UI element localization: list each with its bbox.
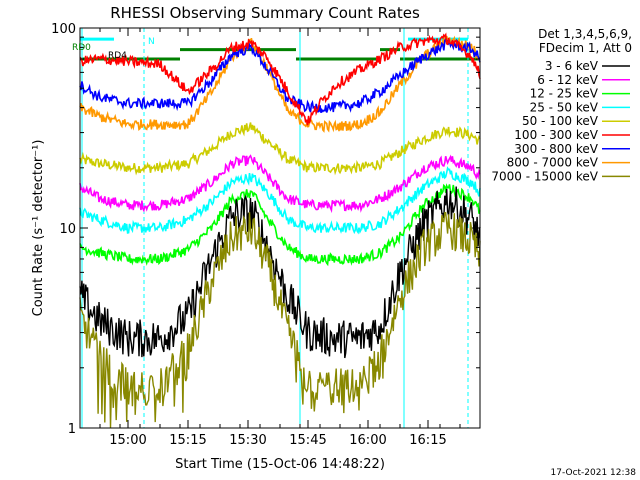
x-tick-label: 15:30 bbox=[229, 433, 266, 448]
legend-label: 100 - 300 keV bbox=[514, 128, 598, 142]
legend-label: 12 - 25 keV bbox=[530, 87, 599, 101]
series-line-100-300-kev bbox=[79, 32, 481, 126]
legend-label: 800 - 7000 keV bbox=[507, 156, 599, 170]
series-line-3-6-kev bbox=[79, 186, 481, 359]
x-axis-ticks: 15:00 15:15 15:30 15:45 16:00 16:15 bbox=[79, 28, 481, 448]
series-line-300-800-kev bbox=[79, 37, 481, 114]
annotation-n: N bbox=[148, 37, 155, 47]
legend-header-line-1: Det 1,3,4,5,6,9, bbox=[538, 27, 632, 41]
legend-label: 50 - 100 keV bbox=[522, 114, 599, 128]
x-axis-label: Start Time (15-Oct-06 14:48:22) bbox=[175, 457, 385, 472]
x-tick-label: 15:45 bbox=[289, 433, 326, 448]
plot-layer bbox=[79, 28, 481, 428]
x-tick-label: 16:00 bbox=[349, 433, 386, 448]
chart-title: RHESSI Observing Summary Count Rates bbox=[110, 4, 420, 22]
series-line-50-100-kev bbox=[79, 122, 481, 176]
legend-label: 3 - 6 keV bbox=[545, 59, 599, 73]
annotation-rd0: RD0 bbox=[72, 43, 91, 53]
x-tick-label: 16:15 bbox=[409, 433, 446, 448]
series-line-12-25-kev bbox=[79, 183, 481, 267]
y-tick-label: 1 bbox=[68, 422, 76, 437]
legend-label: 300 - 800 keV bbox=[514, 142, 598, 156]
footer-timestamp: 17-Oct-2021 12:38 bbox=[551, 468, 637, 478]
annotation-rd4: RD4 bbox=[108, 51, 127, 61]
series-line-7000-15000-kev bbox=[79, 211, 481, 428]
series-line-6-12-kev bbox=[79, 154, 481, 214]
legend-label: 25 - 50 keV bbox=[530, 100, 599, 114]
legend-label: 7000 - 15000 keV bbox=[491, 169, 598, 183]
y-axis-ticks: 1 10 100 bbox=[51, 22, 480, 437]
series-line-25-50-kev bbox=[79, 166, 481, 235]
x-tick-label: 15:15 bbox=[169, 433, 206, 448]
legend-header-line-2: FDecim 1, Att 0 bbox=[539, 41, 632, 55]
y-tick-label: 100 bbox=[51, 22, 76, 37]
y-axis-label: Count Rate (s⁻¹ detector⁻¹) bbox=[31, 140, 46, 317]
x-tick-label: 15:00 bbox=[109, 433, 146, 448]
y-tick-label: 10 bbox=[59, 222, 76, 237]
legend-label: 6 - 12 keV bbox=[537, 73, 599, 87]
